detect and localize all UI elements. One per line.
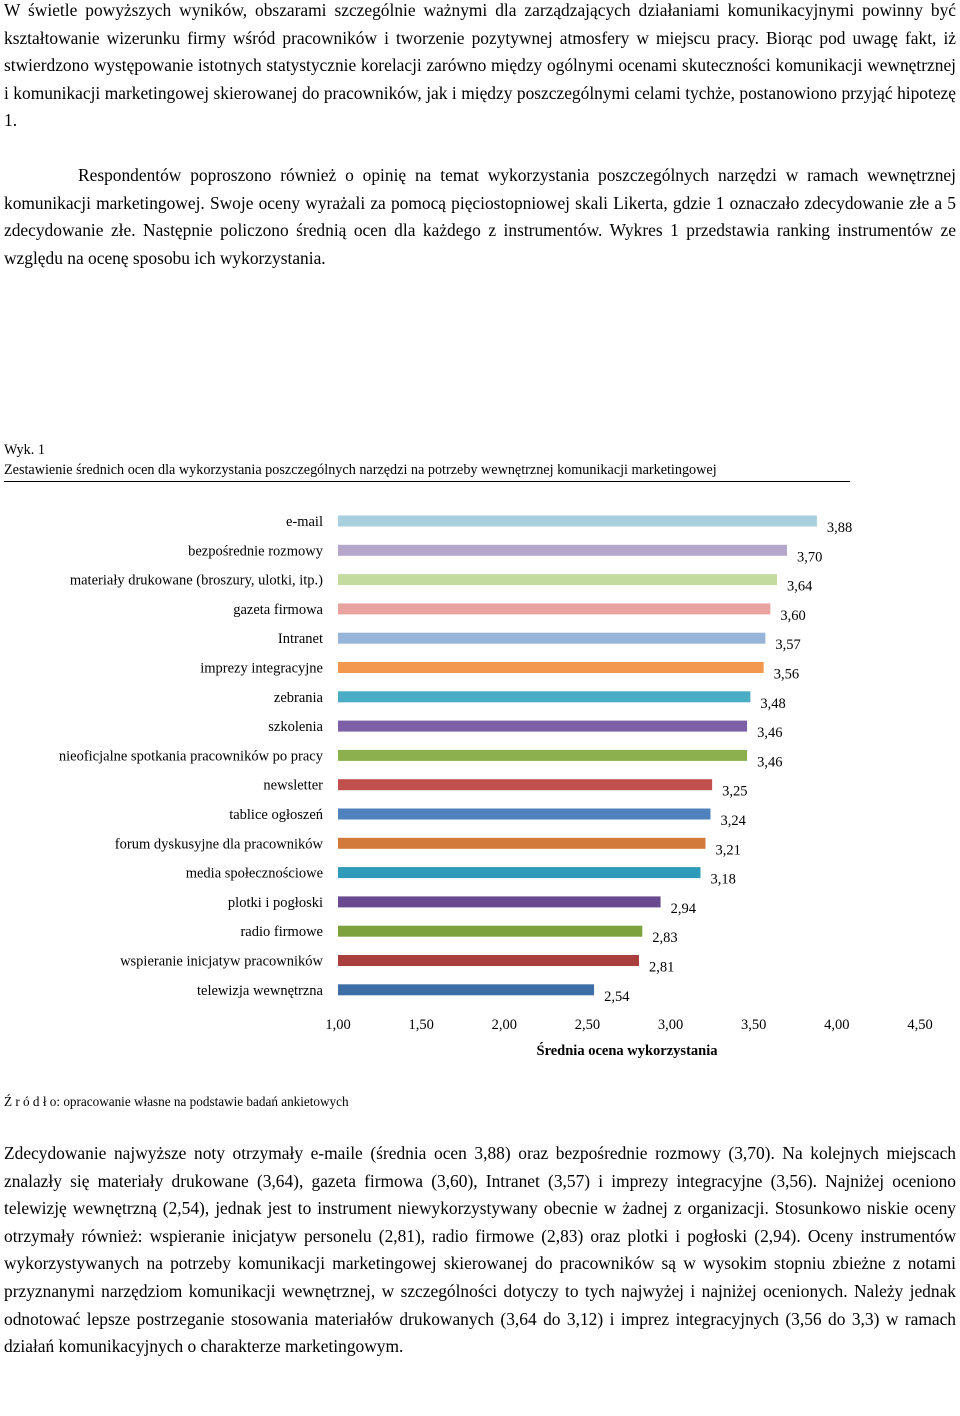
x-tick-label: 4,00 xyxy=(824,1017,849,1033)
category-label: e-mail xyxy=(286,514,323,530)
category-label: zebrania xyxy=(274,690,324,706)
bar xyxy=(338,984,595,996)
x-tick-label: 2,00 xyxy=(492,1017,517,1033)
value-label: 3,64 xyxy=(787,579,813,595)
category-label: wspieranie inicjatyw pracowników xyxy=(120,954,323,970)
value-label: 2,81 xyxy=(649,960,674,976)
figure-title: Zestawienie średnich ocen dla wykorzysta… xyxy=(4,461,850,482)
x-tick-label: 2,50 xyxy=(575,1017,600,1033)
x-tick-label: 1,50 xyxy=(408,1017,433,1033)
bar xyxy=(338,779,713,791)
category-label: plotki i pogłoski xyxy=(228,895,323,911)
bar xyxy=(338,662,764,673)
bar xyxy=(338,925,643,937)
method-paragraph: Respondentów poproszono również o opinię… xyxy=(4,165,956,268)
bar xyxy=(338,603,771,615)
bar-chart-svg: Średnia ocena wykorzystania e-mail 3,88 be… xyxy=(59,514,933,1059)
figure-number: Wyk. 1 xyxy=(4,442,45,458)
bar xyxy=(338,515,817,527)
value-label: 3,88 xyxy=(827,520,852,536)
category-label: gazeta firmowa xyxy=(233,602,323,618)
bar xyxy=(338,574,777,586)
value-label: 3,70 xyxy=(797,549,822,565)
bar xyxy=(338,896,661,908)
bar xyxy=(338,955,639,966)
category-label: szkolenia xyxy=(268,719,323,735)
value-label: 3,46 xyxy=(757,754,782,770)
bar xyxy=(338,749,748,761)
bar xyxy=(338,837,706,849)
value-label: 2,83 xyxy=(652,930,677,946)
figure-source: Ź r ó d ł o: opracowanie własne na podst… xyxy=(4,1094,349,1109)
category-label: tablice ogłoszeń xyxy=(229,807,324,823)
x-axis-title: Średnia ocena wykorzystania xyxy=(537,1042,719,1059)
bar-chart: Średnia ocena wykorzystania e-mail 3,88 be… xyxy=(0,500,960,1070)
category-label: forum dyskusyjne dla pracowników xyxy=(115,836,324,852)
bar xyxy=(338,808,711,820)
category-label: newsletter xyxy=(263,778,323,794)
bar xyxy=(338,691,751,703)
value-label: 3,24 xyxy=(720,813,746,829)
value-label: 3,56 xyxy=(774,667,799,683)
x-tick-label: 4,50 xyxy=(907,1017,932,1033)
x-tick-label: 3,50 xyxy=(741,1017,766,1033)
category-label: imprezy integracyjne xyxy=(200,661,323,677)
value-label: 3,21 xyxy=(715,842,740,858)
bar xyxy=(338,632,766,644)
conclusion-paragraph: Zdecydowanie najwyższe noty otrzymały e-… xyxy=(4,1143,956,1357)
bar xyxy=(338,867,701,879)
category-label: media społecznościowe xyxy=(186,866,323,882)
category-label: materiały drukowane (broszury, ulotki, i… xyxy=(70,573,323,589)
bar xyxy=(338,544,787,556)
x-tick-label: 1,00 xyxy=(325,1017,350,1033)
intro-paragraph: W świetle powyższych wyników, obszarami … xyxy=(4,0,956,131)
value-label: 3,60 xyxy=(780,608,805,624)
category-label: radio firmowe xyxy=(240,924,323,940)
category-label: nieoficjalne spotkania pracowników po pr… xyxy=(59,748,324,764)
bar xyxy=(338,720,748,732)
value-label: 3,25 xyxy=(722,784,747,800)
value-label: 3,57 xyxy=(775,637,800,653)
value-label: 3,46 xyxy=(757,725,782,741)
category-label: bezpośrednie rozmowy xyxy=(188,543,324,559)
x-tick-label: 3,00 xyxy=(658,1017,683,1033)
category-label: Intranet xyxy=(278,631,323,647)
category-label: telewizja wewnętrzna xyxy=(197,983,324,999)
value-label: 2,94 xyxy=(671,901,697,917)
value-label: 2,54 xyxy=(604,989,630,1005)
value-label: 3,48 xyxy=(760,696,785,712)
value-label: 3,18 xyxy=(711,872,736,888)
